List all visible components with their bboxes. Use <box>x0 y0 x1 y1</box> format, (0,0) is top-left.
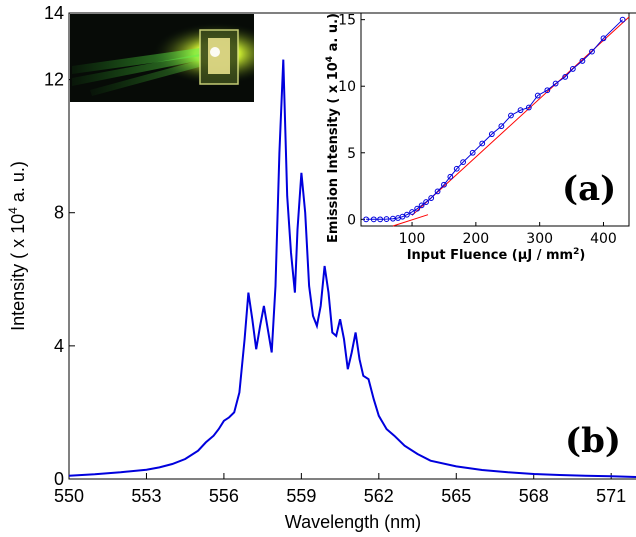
inset-data-point <box>423 199 429 205</box>
inset-data-point <box>383 216 390 222</box>
inset-data-point <box>525 104 532 111</box>
inset-x-axis-title: Input Fluence (μJ / mm2) <box>407 247 586 263</box>
panel-label-b: (b) <box>565 421 621 461</box>
inset-plot-frame <box>360 12 630 227</box>
inset-chart: 100 200 300 400 0 5 10 15 Input Fluence (μJ / m… <box>325 12 630 263</box>
y-tick-label: 12 <box>44 70 64 90</box>
x-tick-label: 565 <box>441 486 471 506</box>
inset-y-tick-label: 15 <box>338 13 356 29</box>
y-tick-label: 0 <box>54 469 64 489</box>
inset-y-axis-title: Emission Intensity ( x 104 a. u.) <box>325 13 341 243</box>
inset-y-tick-label: 5 <box>347 146 356 162</box>
inset-x-tick-label: 400 <box>590 231 617 247</box>
inset-data-point <box>517 107 524 114</box>
inset-data-point <box>498 123 505 130</box>
inset-data-point <box>469 149 476 156</box>
inset-tick-labels: 100 200 300 400 0 5 10 15 <box>338 13 617 247</box>
spectrum-line <box>68 59 636 478</box>
inset-data-point <box>453 165 460 172</box>
inset-data-point <box>569 66 576 72</box>
inset-data-point <box>508 112 514 119</box>
inset-data-point <box>619 16 626 23</box>
inset-data-point <box>428 195 435 201</box>
x-tick-label: 571 <box>596 486 626 506</box>
y-axis-title: Intensity ( x 104 a. u.) <box>6 161 28 331</box>
inset-data-point <box>562 74 569 80</box>
inset-fit-line <box>392 214 429 227</box>
y-tick-label: 8 <box>54 203 64 223</box>
inset-data-point <box>460 159 466 166</box>
inset-data-point <box>434 188 441 195</box>
inset-x-tick-label: 300 <box>526 231 553 247</box>
inset-data-point <box>579 58 586 64</box>
panel-label-a: (a) <box>562 169 616 209</box>
inset-data-point <box>589 48 595 55</box>
inset-x-tick-label: 200 <box>462 231 489 247</box>
x-axis-title: Wavelength (nm) <box>285 512 421 532</box>
x-tick-label: 562 <box>364 486 394 506</box>
inset-data-point <box>409 209 415 215</box>
main-tick-labels: 550 553 556 559 562 565 568 571 0 4 8 12 14 <box>44 3 626 506</box>
x-tick-label: 556 <box>209 486 239 506</box>
y-tick-label: 14 <box>44 3 64 23</box>
inset-data-point <box>363 216 370 223</box>
inset-y-tick-label: 0 <box>347 212 356 228</box>
laser-emission-photo <box>70 14 254 102</box>
inset-data-point <box>418 202 425 209</box>
main-plot-frame <box>68 12 636 480</box>
inset-x-tick-label: 100 <box>399 231 426 247</box>
inset-y-tick-label: 10 <box>338 79 356 95</box>
inset-data-point <box>370 216 377 223</box>
inset-data-point <box>447 173 454 180</box>
x-tick-label: 559 <box>286 486 316 506</box>
y-tick-label: 4 <box>54 336 64 356</box>
inset-data-point <box>552 80 559 87</box>
inset-data-point <box>534 92 541 99</box>
inset-data-point <box>377 216 384 223</box>
inset-data-point <box>404 211 410 218</box>
inset-data-point <box>488 131 495 138</box>
inset-axis-ticks <box>361 19 604 226</box>
inset-data-point <box>441 181 447 188</box>
x-tick-label: 550 <box>54 486 84 506</box>
inset-data-point <box>600 35 607 42</box>
x-tick-label: 553 <box>131 486 161 506</box>
inset-data-point <box>479 140 486 147</box>
x-tick-label: 568 <box>519 486 549 506</box>
inset-data-point <box>544 87 551 94</box>
inset-data-point <box>414 205 421 212</box>
inset-data-markers <box>363 16 626 223</box>
